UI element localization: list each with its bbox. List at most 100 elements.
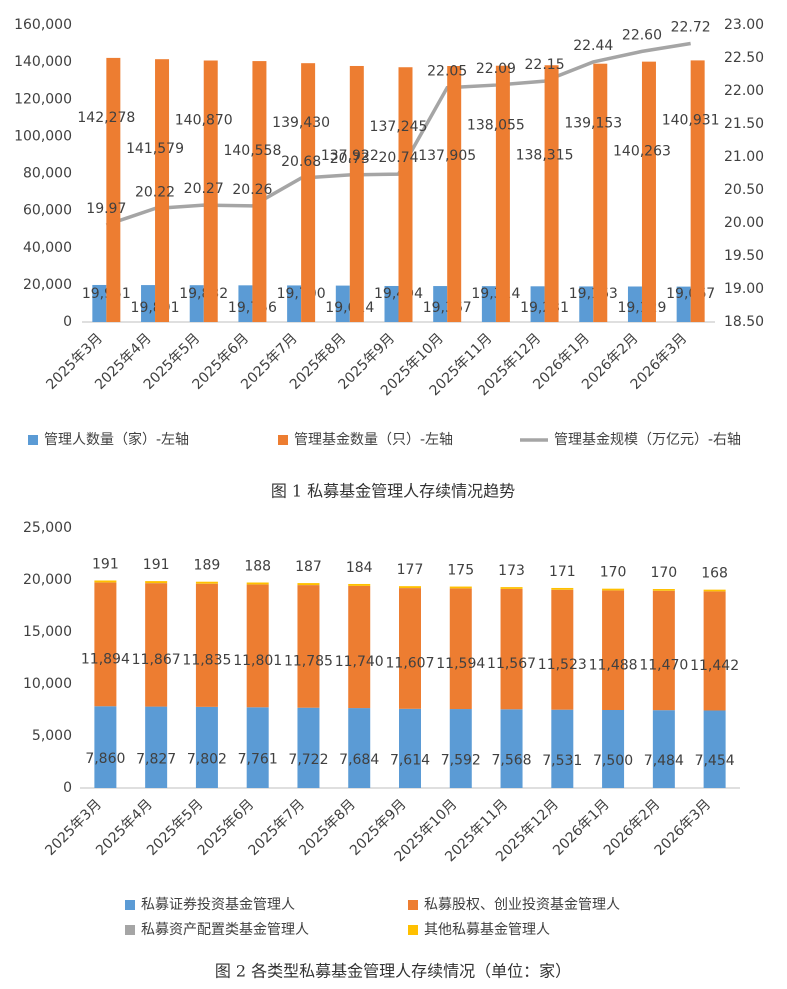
bar (335, 285, 350, 322)
y-tick-label: 20.00 (724, 215, 764, 231)
bar-segment (246, 582, 269, 585)
data-label: 11,867 (132, 652, 181, 668)
legend-label: 私募证券投资基金管理人 (141, 896, 295, 913)
bar-segment (500, 709, 523, 788)
bar (287, 285, 302, 322)
bar (433, 286, 448, 322)
legend-label: 私募资产配置类基金管理人 (141, 921, 309, 938)
data-label: 138,055 (467, 118, 525, 134)
y-tick-label: 18.50 (724, 314, 764, 330)
y-tick-label: 25,000 (23, 520, 72, 536)
data-label: 140,558 (223, 143, 281, 159)
data-label: 11,835 (182, 652, 231, 668)
data-label: 7,500 (593, 753, 633, 769)
bar (641, 61, 656, 322)
bar (349, 65, 364, 322)
y-tick-label: 15,000 (23, 624, 72, 640)
data-label: 20.74 (378, 150, 418, 166)
data-label: 171 (549, 564, 576, 580)
bar-segment (145, 583, 168, 707)
legend-swatch (278, 435, 288, 445)
y-tick-label: 10,000 (23, 676, 72, 692)
bar (203, 60, 218, 322)
data-label: 11,488 (589, 657, 638, 673)
bar-segment (652, 710, 675, 788)
legend-swatch (408, 900, 418, 910)
data-label: 140,263 (613, 144, 671, 160)
y-tick-label: 140,000 (14, 54, 72, 70)
data-label: 7,761 (238, 752, 278, 768)
y-tick-label: 19.50 (724, 248, 764, 264)
bar-segment (449, 709, 472, 788)
bar-segment (500, 588, 523, 710)
chart-caption: 图 1 私募基金管理人存续情况趋势 (271, 482, 515, 501)
bar-segment (297, 585, 320, 708)
bar (495, 65, 510, 322)
data-label: 11,523 (538, 657, 587, 673)
bar-segment (195, 706, 218, 788)
data-label: 19.97 (86, 201, 126, 217)
bar-segment (602, 588, 625, 591)
bar-segment (703, 589, 726, 592)
data-label: 11,442 (690, 658, 739, 674)
bar-segment (703, 591, 726, 711)
data-label: 19,951 (82, 286, 131, 302)
data-label: 22.15 (525, 57, 565, 73)
bar-segment (551, 709, 574, 788)
bar-segment (94, 580, 117, 583)
bar (141, 285, 156, 322)
legend-label: 管理人数量（家）-左轴 (44, 431, 189, 448)
chart-caption: 图 2 各类型私募基金管理人存续情况（单位：家） (215, 962, 571, 981)
data-label: 22.09 (476, 61, 516, 77)
data-label: 7,684 (339, 752, 379, 768)
legend-label: 管理基金数量（只）-左轴 (294, 431, 453, 448)
data-label: 22.72 (671, 19, 711, 35)
bar-segment (195, 583, 218, 707)
legend-swatch (408, 925, 418, 935)
bar-segment (348, 708, 371, 788)
bar-segment (195, 581, 218, 584)
bar (106, 57, 121, 323)
y-tick-label: 80,000 (23, 166, 72, 182)
data-label: 139,430 (272, 115, 330, 131)
data-label: 139,153 (564, 116, 622, 132)
bar-segment (652, 589, 675, 591)
bar-segment (297, 707, 320, 788)
data-label: 140,931 (662, 112, 720, 128)
data-label: 22.60 (622, 27, 662, 43)
bar-segment (399, 588, 421, 709)
data-label: 191 (143, 557, 170, 573)
bar (384, 285, 399, 322)
data-label: 11,470 (639, 658, 688, 674)
data-label: 7,722 (288, 752, 328, 768)
y-tick-label: 40,000 (23, 240, 72, 256)
bar (238, 285, 253, 322)
data-label: 173 (498, 563, 525, 579)
data-label: 7,454 (695, 753, 735, 769)
bar-segment (652, 590, 675, 711)
y-tick-label: 21.50 (724, 116, 764, 132)
bar (530, 286, 545, 322)
data-label: 168 (701, 566, 728, 582)
bar-segment (297, 583, 320, 586)
data-label: 138,315 (516, 147, 574, 163)
bar-segment (551, 587, 574, 590)
data-label: 137,922 (321, 148, 379, 164)
data-label: 20.68 (281, 154, 321, 170)
data-label: 142,278 (77, 110, 135, 126)
data-label: 7,531 (542, 753, 582, 769)
bar (92, 284, 107, 322)
data-label: 137,245 (370, 119, 428, 135)
y-tick-label: 22.50 (724, 50, 764, 66)
bar-segment (246, 584, 269, 708)
data-label: 7,827 (136, 751, 176, 767)
data-label: 20.22 (135, 184, 175, 200)
data-label: 20.27 (184, 181, 224, 197)
y-tick-label: 5,000 (32, 728, 72, 744)
legend-swatch (28, 435, 38, 445)
bar-segment (602, 710, 625, 788)
y-tick-label: 60,000 (23, 203, 72, 219)
y-tick-label: 0 (63, 314, 72, 330)
